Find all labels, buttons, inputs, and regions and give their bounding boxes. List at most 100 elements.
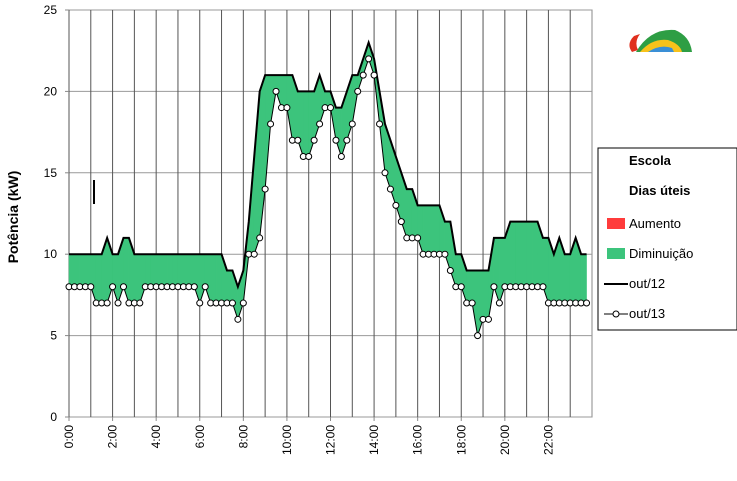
point-marker [484, 315, 492, 323]
band-segment [79, 253, 86, 288]
band-segment [210, 253, 217, 304]
band-segment [145, 253, 151, 288]
x-tick-label: 6:00 [193, 425, 207, 449]
y-tick-label: 5 [50, 329, 57, 343]
x-tick-label: 2:00 [106, 425, 120, 449]
band-segment [303, 91, 309, 157]
point-marker [446, 266, 454, 274]
point-marker [316, 120, 324, 128]
band-segment [74, 253, 81, 288]
band-segment [161, 253, 168, 288]
x-tick-label: 20:00 [498, 425, 512, 455]
point-marker [190, 283, 198, 291]
band-segment [172, 253, 179, 288]
band-segment [531, 221, 538, 288]
band-segment [515, 221, 522, 288]
point-marker [354, 87, 362, 95]
legend-box [597, 147, 737, 331]
legend-label: out/12 [629, 276, 665, 291]
band-segment [85, 253, 92, 288]
point-marker [474, 332, 482, 340]
band-segment [433, 205, 440, 255]
band-segment [150, 253, 157, 288]
x-tick-label: 0:00 [62, 425, 76, 449]
point-marker [337, 153, 345, 161]
y-tick-label: 20 [44, 84, 58, 98]
point-marker [87, 283, 95, 291]
point-marker [228, 299, 236, 307]
legend-title: Dias úteis [629, 183, 690, 198]
legend-label: out/13 [629, 306, 665, 321]
point-marker [490, 283, 498, 291]
point-marker [348, 120, 356, 128]
point-marker [119, 283, 127, 291]
band-segment [466, 270, 473, 304]
point-marker [332, 136, 340, 144]
point-marker [272, 87, 280, 95]
point-marker [327, 104, 334, 112]
band-segment [406, 188, 413, 239]
band-segment [134, 253, 141, 304]
point-marker [305, 153, 313, 161]
band-segment [226, 270, 233, 304]
point-marker [539, 283, 547, 291]
x-tick-label: 8:00 [236, 425, 250, 449]
point-marker [376, 120, 384, 128]
legend-label: Aumento [629, 216, 681, 231]
point-marker [109, 283, 117, 291]
point-marker [201, 283, 209, 291]
point-marker [283, 104, 291, 112]
band-segment [526, 221, 533, 288]
point-marker [386, 185, 394, 193]
point-marker [310, 136, 318, 144]
point-marker [359, 71, 367, 79]
logo [629, 29, 692, 52]
band-segment [68, 253, 75, 288]
y-tick-label: 25 [44, 3, 58, 17]
point-marker [256, 234, 264, 242]
x-tick-label: 16:00 [411, 425, 425, 455]
point-marker [196, 299, 204, 307]
point-marker [114, 299, 122, 307]
band-segment [215, 253, 222, 304]
y-tick-label: 15 [44, 166, 58, 180]
point-marker [250, 250, 258, 258]
band-segment [183, 253, 190, 288]
band-segment [177, 253, 184, 288]
y-tick-label: 10 [44, 247, 58, 261]
point-marker [414, 234, 422, 242]
series-line [69, 39, 587, 290]
x-tick-label: 10:00 [280, 425, 294, 455]
legend-marker [612, 310, 620, 318]
point-marker [495, 299, 503, 307]
point-marker [468, 299, 476, 307]
point-marker [441, 250, 449, 258]
legend-swatch [607, 248, 625, 259]
point-marker [365, 55, 373, 63]
point-marker [381, 169, 389, 177]
y-tick-label: 0 [50, 410, 57, 424]
y-axis-title: Potência (kW) [5, 171, 21, 264]
band-segment [455, 253, 462, 288]
point-marker [239, 299, 247, 307]
band-segment [580, 253, 587, 304]
legend-title: Escola [629, 153, 672, 168]
legend-label: Diminuição [629, 246, 693, 261]
x-tick-label: 14:00 [367, 425, 381, 455]
band-segment [188, 253, 195, 288]
band-segment [422, 205, 429, 255]
band-segment [510, 221, 516, 288]
point-marker [234, 315, 242, 323]
point-marker [583, 299, 591, 307]
band-segment [95, 253, 102, 304]
x-tick-label: 12:00 [324, 425, 338, 455]
point-marker [343, 136, 351, 144]
point-marker [457, 283, 465, 291]
x-tick-label: 18:00 [454, 425, 468, 455]
point-marker [103, 299, 111, 307]
x-tick-label: 22:00 [541, 425, 555, 455]
legend-swatch [607, 218, 625, 229]
point-marker [294, 136, 302, 144]
point-marker [397, 218, 405, 226]
